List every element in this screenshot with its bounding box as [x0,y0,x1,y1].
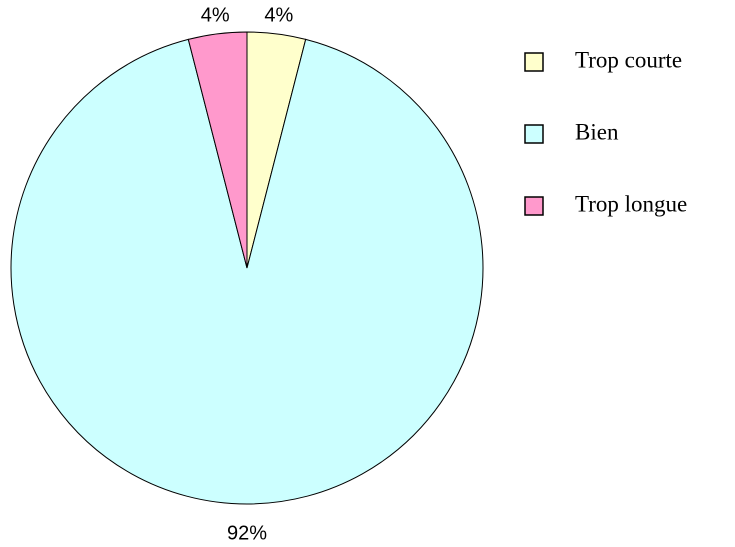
legend-label: Trop longue [575,191,687,216]
data-label: 4% [264,4,293,26]
legend-swatch [524,124,544,144]
legend-swatch [524,52,544,72]
data-label: 92% [227,522,267,544]
data-label: 4% [201,4,230,26]
pie-slice [10,38,484,505]
legend-label: Bien [575,119,619,144]
legend-label: Trop courte [575,47,682,72]
pie-slice [187,31,248,269]
legend-swatch [524,196,544,216]
